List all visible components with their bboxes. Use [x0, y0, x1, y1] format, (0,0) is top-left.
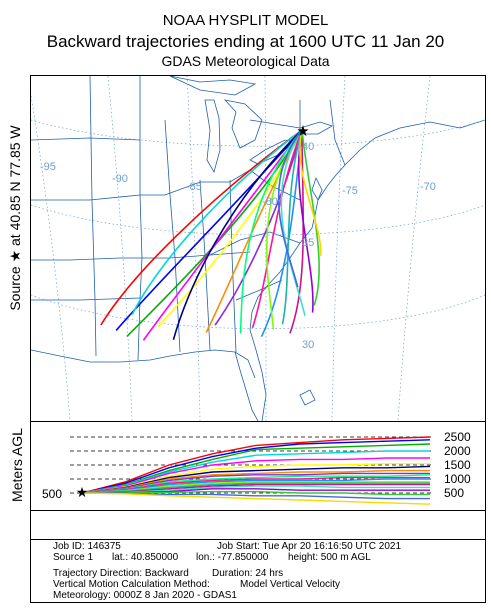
height-tick-label: 500: [444, 486, 464, 500]
height-profile-line: [81, 483, 430, 494]
lake-michigan: [204, 99, 221, 174]
source-latitude: lat.: 40.850000: [112, 552, 179, 563]
data-subtitle: GDAS Meteorological Data: [161, 53, 330, 69]
height-profile-line: [81, 450, 430, 494]
source-longitude: lon.: -77.850000: [196, 552, 269, 563]
source-height: height: 500 m AGL: [288, 552, 371, 563]
height-profile-line: [82, 490, 430, 496]
meridian-70: [397, 76, 431, 421]
latitude-label: 40: [302, 141, 314, 153]
meridian-75: [331, 76, 346, 421]
graticule: [31, 76, 485, 421]
trajectory-line: [205, 129, 303, 333]
lake-huron: [223, 99, 263, 149]
trajectory-duration: Duration: 24 hrs: [212, 568, 284, 579]
height-profile-line: [81, 476, 430, 494]
longitude-label: -90: [112, 173, 128, 185]
trajectory-line: [280, 129, 306, 317]
vertical-method-label: Vertical Motion Calculation Method:: [53, 579, 210, 590]
source-number: Source 1: [53, 552, 94, 563]
trajectory-lines: [100, 129, 322, 341]
latitude-label: 30: [302, 339, 314, 351]
height-tick-label: 1000: [444, 472, 471, 486]
height-tick-label: 2500: [444, 430, 471, 444]
parallel-40: [31, 119, 485, 147]
longitude-label: -75: [342, 185, 358, 197]
trajectory-line: [301, 129, 320, 306]
height-profile-line: [81, 478, 430, 494]
meridian-90: [107, 76, 133, 421]
longitude-label: -95: [40, 161, 56, 173]
lake-superior: [169, 76, 257, 96]
job-id: Job ID: 146375: [53, 541, 121, 552]
trajectory-direction: Trajectory Direction: Backward: [53, 568, 189, 579]
florida-outline: [234, 351, 259, 421]
trajectory-line: [251, 129, 303, 329]
trajectory-line: [277, 129, 303, 288]
height-profile-line: [81, 481, 430, 494]
bahamas: [299, 389, 316, 406]
height-profile-line: [81, 462, 430, 494]
chesapeake-bay: [311, 176, 323, 201]
height-tick-label: 2000: [444, 444, 471, 458]
meteorology: Meteorology: 0000Z 8 Jan 2020 - GDAS1: [53, 590, 237, 601]
height-profile-line: [81, 439, 431, 494]
model-title: NOAA HYSPLIT MODEL: [162, 12, 329, 29]
height-profile-line: [81, 457, 430, 494]
trajectory-line: [289, 129, 305, 334]
longitude-label: -85: [186, 181, 202, 193]
meridian-80: [264, 76, 267, 421]
height-profile-line: [81, 474, 431, 494]
height-profile-line: [81, 465, 431, 494]
trajectory-line: [126, 129, 303, 338]
source-star-icon: ★: [296, 122, 309, 140]
height-profile-line: [81, 472, 430, 494]
trajectory-line: [142, 129, 303, 341]
chart-title: Backward trajectories ending at 1600 UTC…: [46, 32, 445, 51]
height-profile-line: [81, 482, 430, 494]
trajectory-line: [172, 129, 303, 340]
parallel-30: [31, 294, 485, 330]
height-profile-lines: [81, 436, 431, 505]
latitude-label: 35: [302, 237, 314, 249]
job-start: Job Start: Tue Apr 20 16:16:50 UTC 2021: [217, 541, 402, 552]
height-tick-label: 1500: [444, 458, 471, 472]
meridian-85: [186, 76, 201, 421]
vertical-source-star-icon: ★: [76, 485, 89, 501]
meridian-95: [31, 92, 71, 421]
trajectory-line: [131, 129, 303, 315]
trajectory-line: [100, 129, 303, 326]
vertical-method: Model Vertical Velocity: [240, 579, 341, 590]
trajectory-line: [299, 129, 322, 256]
height-profile-line: [81, 443, 431, 494]
start-height-label: 500: [42, 487, 62, 501]
height-profile-line: [81, 436, 431, 494]
parallel-35: [31, 204, 485, 236]
height-profile-line: [81, 469, 430, 494]
trajectory-line: [214, 129, 303, 326]
job-info-panel: [30, 539, 486, 603]
gulf-coast: [31, 349, 256, 379]
trajectory-line: [281, 129, 303, 325]
graticule-labels: -95 -90 -85 -80 -75 -70 40 35 30: [40, 141, 436, 351]
atlantic-coast: [249, 119, 485, 421]
height-profile-line: [81, 492, 431, 505]
longitude-label: -80: [262, 196, 278, 208]
trajectory-line: [239, 129, 303, 334]
longitude-label: -70: [420, 181, 436, 193]
